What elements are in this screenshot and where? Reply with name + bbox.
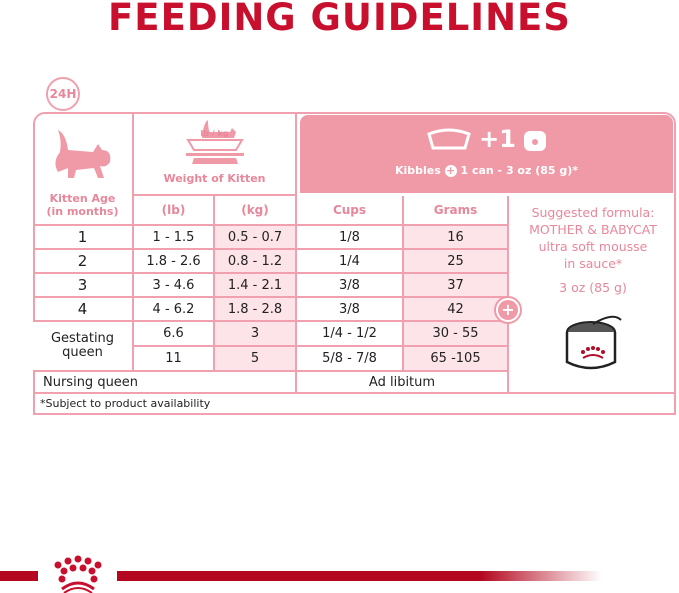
- table-cell-kg: 5: [215, 347, 297, 372]
- table-cell-cups: 5/8 - 7/8: [297, 347, 404, 372]
- table-cell-kg: 3: [215, 322, 297, 347]
- table-cell-grams: 42: [404, 298, 509, 322]
- table-cell-lb: 3 - 4.6: [134, 274, 215, 298]
- table-cell-kg: 0.5 - 0.7: [215, 226, 297, 250]
- table-cell-lb: 6.6: [134, 322, 215, 347]
- table-cell-grams: 16: [404, 226, 509, 250]
- clock-24h-badge: 24H: [46, 77, 80, 111]
- plus-circle-icon: +: [494, 296, 522, 324]
- table-cell-lb: 11: [134, 347, 215, 372]
- cups-header: Cups: [297, 196, 404, 226]
- table-cell-cups: 1/4 - 1/2: [297, 322, 404, 347]
- can-icon: [523, 131, 546, 151]
- footer-bar: [0, 571, 38, 581]
- scale-icon: [186, 120, 244, 164]
- table-cell-lb: 4 - 6.2: [134, 298, 215, 322]
- suggested-formula: Suggested formula: MOTHER & BABYCAT ultr…: [529, 205, 657, 295]
- table-cell-cups: 1/4: [297, 250, 404, 274]
- royal-canin-crown-logo: [54, 555, 102, 593]
- table-cell-age: 1: [33, 226, 134, 250]
- table-cell-cups: 1/8: [297, 226, 404, 250]
- footnote: *Subject to product availability: [40, 397, 211, 410]
- nursing-queen-label: Nursing queen: [33, 372, 297, 394]
- table-cell-cups: 3/8: [297, 298, 404, 322]
- table-cell-lb: 1.8 - 2.6: [134, 250, 215, 274]
- kg-header: (kg): [215, 196, 297, 226]
- grams-header: Grams: [404, 196, 509, 226]
- page-title: FEEDING GUIDELINES: [108, 0, 571, 39]
- table-cell-kg: 1.4 - 2.1: [215, 274, 297, 298]
- guidelines-table: [33, 112, 676, 415]
- bowl-icon: [427, 128, 471, 150]
- table-cell-cups: 3/8: [297, 274, 404, 298]
- footer-bar: [117, 571, 602, 581]
- plus-icon: +: [444, 164, 457, 177]
- kitten-age-header: Kitten Age (in months): [33, 112, 134, 226]
- table-cell-age: 3: [33, 274, 134, 298]
- table-cell-grams: 37: [404, 274, 509, 298]
- gestating-queen-label: Gestating queen: [33, 322, 134, 372]
- table-cell-age: 2: [33, 250, 134, 274]
- table-cell-grams: 30 - 55: [404, 322, 509, 347]
- kitten-icon: [55, 130, 111, 178]
- lb-header: (lb): [134, 196, 215, 226]
- table-cell-kg: 0.8 - 1.2: [215, 250, 297, 274]
- divider: [33, 392, 676, 394]
- table-cell-age: 4: [33, 298, 134, 322]
- table-cell-grams: 65 -105: [404, 347, 509, 372]
- table-cell-lb: 1 - 1.5: [134, 226, 215, 250]
- nursing-queen-value: Ad libitum: [297, 372, 509, 394]
- table-cell-grams: 25: [404, 250, 509, 274]
- kibbles-plus-can-header: +1 Kibbles + 1 can - 3 oz (85 g)*: [300, 115, 673, 193]
- weight-header: lb / kg Weight of Kitten: [134, 112, 297, 196]
- table-cell-kg: 1.8 - 2.8: [215, 298, 297, 322]
- wet-food-can-icon: [565, 315, 622, 370]
